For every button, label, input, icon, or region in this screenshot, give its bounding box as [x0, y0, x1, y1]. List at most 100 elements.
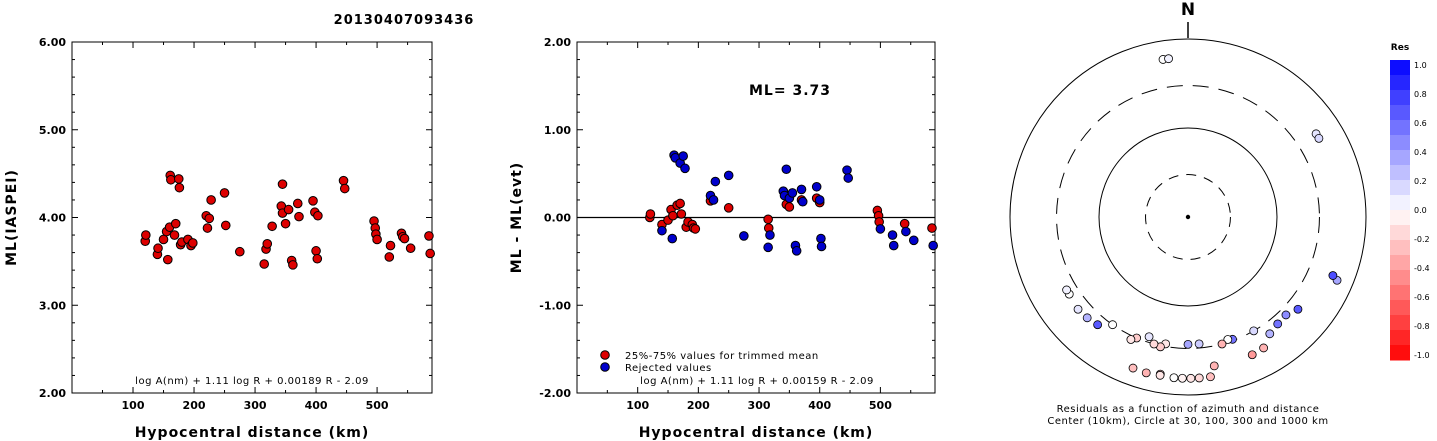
y-axis-label: ML - ML(evt)	[509, 162, 525, 273]
station-point	[1141, 368, 1151, 378]
station-point	[1144, 332, 1154, 342]
colorbar-label: -0.8	[1414, 322, 1430, 331]
data-point	[283, 204, 294, 215]
data-point	[162, 254, 173, 265]
x-tick-label: 300	[748, 399, 771, 412]
rejected-point	[811, 181, 822, 192]
data-point	[267, 221, 277, 232]
station-point	[1194, 339, 1204, 349]
data-point	[262, 239, 273, 249]
accepted-point	[899, 218, 910, 229]
rejected-point	[901, 226, 911, 237]
data-point	[170, 218, 181, 229]
data-point	[313, 210, 323, 221]
rejected-point	[797, 196, 808, 207]
station-point	[1249, 326, 1259, 336]
station-point	[1186, 373, 1196, 383]
station-point	[1108, 320, 1117, 330]
rejected-point	[657, 225, 667, 236]
data-point	[405, 243, 416, 254]
colorbar-label: -1.0	[1414, 351, 1430, 360]
x-tick-label: 400	[305, 399, 328, 412]
colorbar-cell	[1390, 60, 1410, 76]
data-point	[166, 174, 176, 185]
data-point	[339, 183, 350, 194]
data-point	[220, 220, 231, 231]
data-point	[153, 243, 163, 254]
data-point	[219, 188, 230, 198]
colorbar-cell	[1390, 240, 1410, 256]
data-point	[141, 230, 151, 240]
station-point	[1194, 373, 1204, 383]
rejected-point	[928, 240, 938, 251]
accepted-point	[675, 198, 685, 209]
station-point	[1293, 304, 1303, 314]
colorbar-cell	[1390, 150, 1410, 166]
colorbar-cell	[1390, 345, 1410, 361]
rejected-point	[888, 240, 899, 251]
x-tick-label: 500	[869, 399, 892, 412]
station-point	[1247, 350, 1257, 360]
rejected-point	[739, 231, 749, 241]
rejected-point	[816, 241, 827, 252]
formula-text: log A(nm) + 1.11 log R + 0.00159 R - 2.0…	[640, 376, 874, 387]
colorbar-cell	[1390, 90, 1410, 106]
colorbar-label: 1.0	[1414, 61, 1427, 70]
colorbar-cell	[1390, 165, 1410, 181]
colorbar-cell	[1390, 135, 1410, 151]
rejected-point	[678, 151, 688, 161]
rejected-point	[842, 165, 852, 175]
station-point	[1209, 361, 1219, 371]
y-tick-label: 2.00	[39, 387, 66, 400]
x-tick-label: 100	[122, 399, 145, 412]
ml-iaspei-panel: 100 200 300 400 500 2.00 3.00 4.00 5.00 6.00 Hypoc…	[4, 36, 435, 441]
x-tick-label: 300	[244, 399, 267, 412]
station-point	[1273, 319, 1283, 329]
colorbar-cell	[1390, 195, 1410, 211]
station-point	[1281, 310, 1291, 320]
distance-ring	[1056, 85, 1320, 349]
accepted-point	[763, 214, 773, 225]
formula-text: log A(nm) + 1.11 log R + 0.00189 R - 2.0…	[135, 376, 369, 387]
rejected-point	[796, 184, 807, 195]
station-point	[1164, 54, 1173, 64]
data-point	[399, 233, 410, 244]
distance-ring	[1145, 174, 1231, 260]
station-point	[1328, 271, 1338, 280]
data-point	[338, 175, 349, 186]
distance-ring	[1009, 38, 1367, 396]
rejected-point	[791, 246, 802, 256]
data-point	[294, 211, 304, 222]
data-point	[259, 259, 270, 269]
colorbar-cell	[1390, 180, 1410, 196]
station-point	[1082, 313, 1092, 323]
colorbar-cell	[1390, 120, 1410, 136]
rejected-point	[781, 164, 792, 175]
station-point	[1155, 370, 1165, 380]
data-point	[385, 240, 396, 251]
accepted-point	[668, 210, 678, 221]
legend-label: 25%-75% values for trimmed mean	[625, 351, 819, 362]
y-tick-label: 6.00	[39, 36, 66, 49]
data-point	[188, 238, 198, 248]
colorbar-cell	[1390, 270, 1410, 286]
accepted-point	[927, 223, 937, 233]
y-tick-label: -2.00	[539, 387, 571, 400]
y-tick-label: 5.00	[39, 124, 66, 137]
azimuth-panel: N Residuals as a function of azimuth and …	[1009, 0, 1367, 427]
colorbar-cell	[1390, 300, 1410, 316]
data-point	[292, 198, 303, 209]
data-point	[384, 252, 395, 262]
colorbar-title: Res	[1391, 43, 1409, 53]
station-point	[1177, 373, 1187, 383]
colorbar-label: -0.4	[1414, 264, 1430, 273]
colorbar-label: 0.4	[1414, 148, 1427, 157]
station-point	[1126, 335, 1136, 344]
station-point	[1314, 133, 1324, 143]
station-point	[1265, 329, 1275, 339]
data-point	[308, 196, 318, 206]
plot-frame	[71, 41, 433, 394]
y-tick-label: 1.00	[544, 124, 571, 137]
rejected-point	[787, 188, 798, 198]
